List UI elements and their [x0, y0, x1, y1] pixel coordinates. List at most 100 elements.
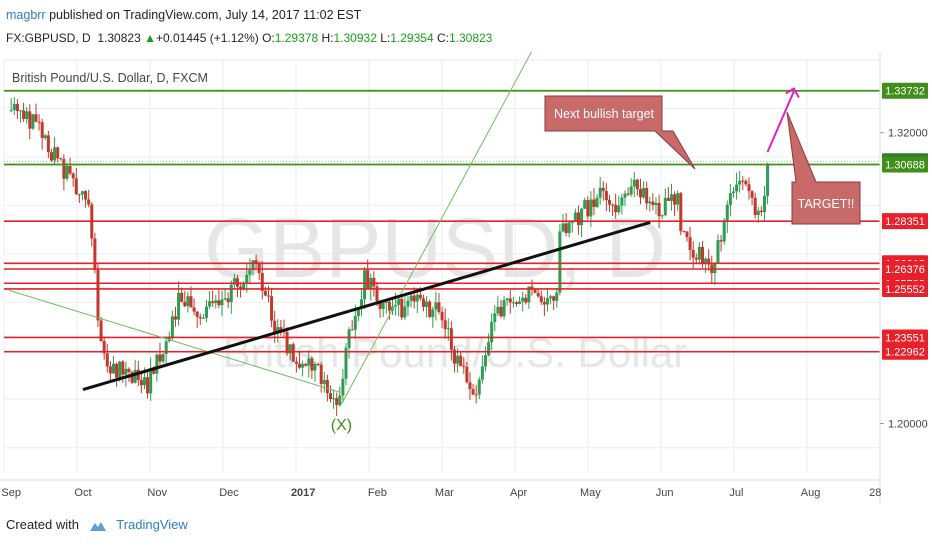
candle — [229, 280, 233, 314]
candle — [301, 360, 305, 377]
candle-body — [359, 299, 363, 309]
candle-body — [248, 270, 252, 275]
price-label-box — [882, 82, 928, 99]
author-link[interactable]: magbrr — [6, 8, 46, 22]
candle-body — [462, 365, 466, 367]
candle-body — [378, 301, 382, 309]
candle-body — [592, 199, 596, 207]
candle — [465, 362, 469, 384]
candle-body — [607, 200, 611, 205]
price-tick-label: 1.20000 — [888, 419, 928, 431]
candle — [673, 191, 677, 216]
candle — [719, 235, 723, 252]
candle-body — [635, 179, 639, 190]
candle-body — [394, 304, 398, 307]
candle — [71, 172, 75, 187]
tradingview-brand[interactable]: TradingView — [116, 517, 188, 532]
candle-body — [545, 298, 549, 305]
candle-body — [552, 296, 556, 301]
candle-body — [626, 193, 630, 195]
candle-body — [301, 363, 305, 368]
candle — [406, 296, 410, 316]
callout-box — [786, 111, 861, 225]
candle-body — [363, 270, 367, 300]
candle — [759, 206, 763, 217]
candle-body — [226, 298, 230, 303]
candle — [617, 195, 621, 215]
candle — [614, 193, 618, 219]
candle-body — [263, 290, 267, 296]
candle-body — [759, 210, 763, 213]
candle-body — [654, 202, 658, 205]
candle — [669, 183, 673, 211]
price-label: 1.26376 — [882, 261, 928, 278]
candle — [502, 296, 506, 320]
price-label: 1.25552 — [882, 280, 928, 297]
candle — [580, 207, 584, 238]
candle-body — [524, 297, 528, 303]
candle — [440, 306, 444, 329]
candle — [691, 241, 695, 269]
candle-body — [80, 191, 84, 195]
candle — [322, 371, 326, 393]
candle — [607, 194, 611, 212]
candle — [744, 179, 748, 187]
candle-body — [49, 152, 53, 161]
callout-box — [544, 95, 696, 170]
candle — [598, 176, 602, 205]
candle — [198, 313, 202, 325]
candle-body — [750, 191, 754, 198]
candle-body — [505, 298, 509, 301]
candle — [679, 191, 683, 236]
candle — [623, 190, 627, 206]
candle-body — [570, 221, 574, 223]
candle-body — [245, 274, 249, 285]
candle-body — [211, 301, 215, 304]
candle-body — [310, 358, 314, 371]
candle-body — [669, 194, 673, 201]
candle-body — [341, 378, 345, 396]
candle-body — [319, 364, 323, 384]
candle-body — [713, 262, 717, 274]
candle-body — [332, 398, 336, 400]
high-value: 1.30932 — [333, 31, 377, 45]
candle-body — [487, 342, 491, 356]
candle-body — [431, 309, 435, 317]
candle-body — [502, 300, 506, 317]
candle — [297, 352, 301, 370]
candle — [328, 385, 332, 403]
candle — [583, 197, 587, 210]
candle — [518, 296, 522, 305]
candle-body — [87, 199, 91, 205]
price-label: 1.30688 — [882, 156, 928, 173]
falling-support-line — [8, 289, 340, 393]
candle-body — [611, 204, 615, 206]
candle — [716, 234, 720, 263]
candle-body — [452, 349, 456, 364]
candle — [592, 188, 596, 216]
candle — [741, 176, 745, 190]
candle-body — [477, 379, 481, 395]
candle-body — [508, 298, 512, 303]
candle — [111, 355, 115, 374]
time-tick-label: Jun — [656, 487, 674, 499]
candle-body — [158, 354, 162, 362]
candle-body — [152, 368, 156, 374]
candle-body — [456, 355, 460, 364]
candle — [688, 226, 692, 261]
candle-body — [270, 296, 274, 321]
candle-body — [418, 294, 422, 299]
candle — [279, 320, 283, 336]
candle — [477, 376, 481, 400]
callout-next-text: Next bullish target — [554, 107, 655, 121]
candle-body — [480, 366, 484, 380]
candle-body — [31, 114, 35, 129]
candle-body — [731, 191, 735, 194]
candle-body — [40, 122, 44, 139]
candle-body — [741, 180, 745, 182]
candle — [542, 296, 546, 317]
candle-body — [542, 302, 546, 305]
candle — [313, 361, 317, 382]
candle-body — [149, 368, 153, 394]
